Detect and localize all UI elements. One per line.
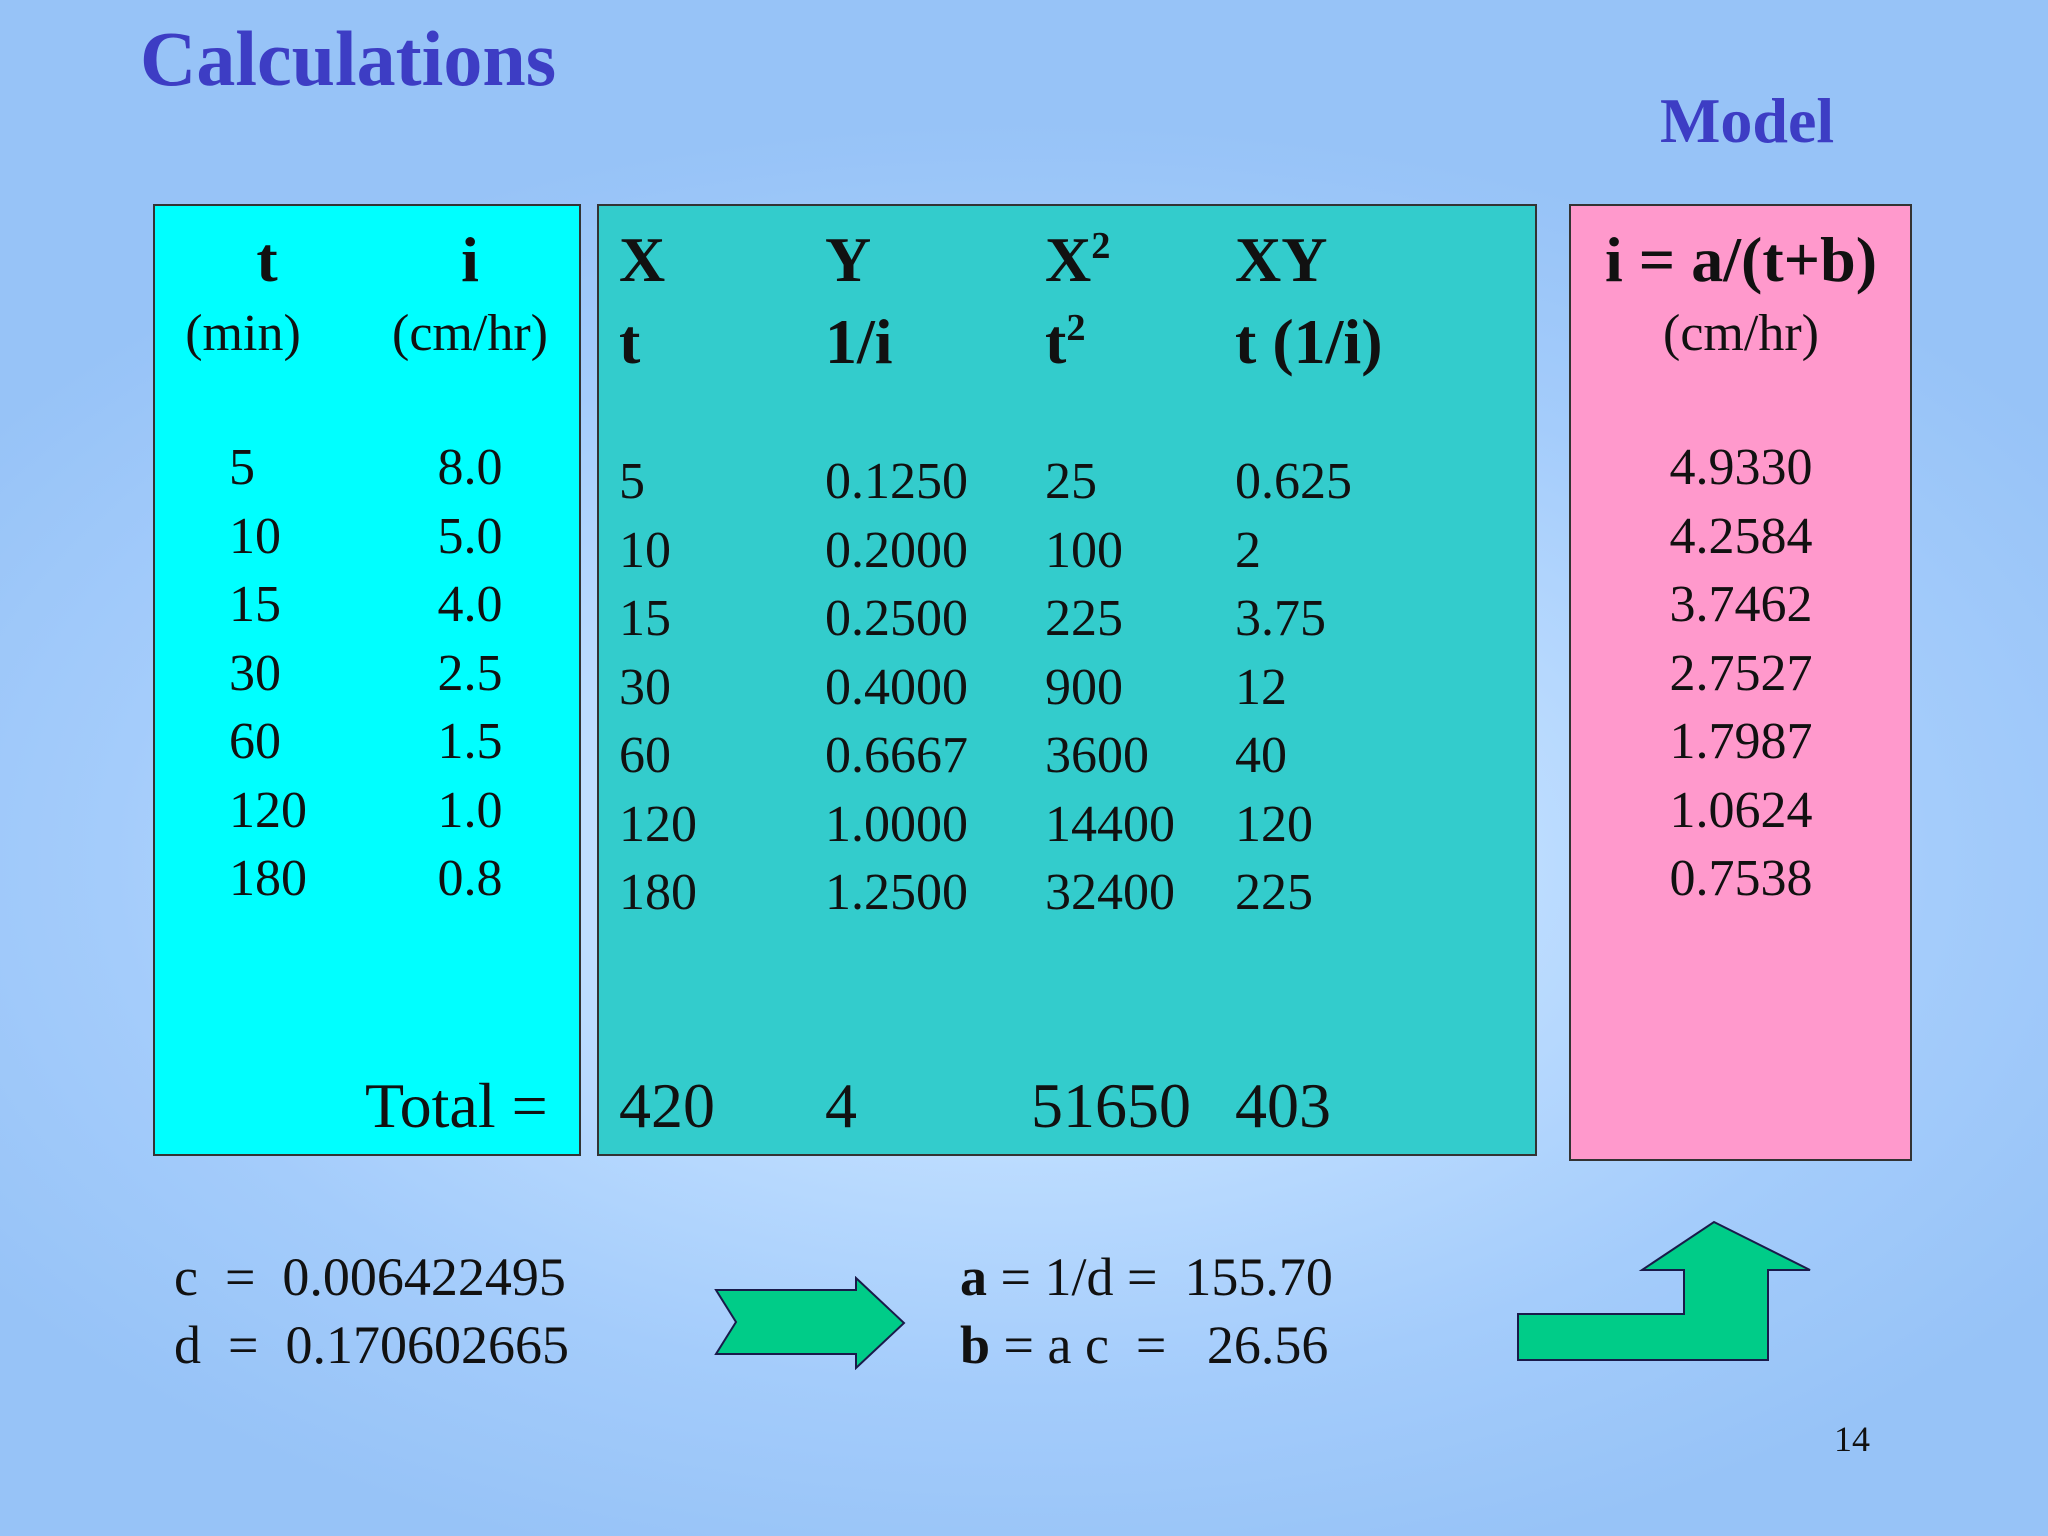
model-heading: Model <box>1660 85 1835 156</box>
model-value-cell: 4.9330 <box>1669 439 1813 496</box>
y-value-cell: 0.4000 <box>825 658 968 716</box>
model-value-cell: 2.7527 <box>1669 644 1813 702</box>
model-unit: (cm/hr) <box>1663 305 1819 362</box>
x-squared-value-cell: 32400 <box>1045 864 1175 921</box>
y-value-cell: 0.2000 <box>825 521 968 579</box>
i-value-cell: 4.0 <box>437 576 503 633</box>
header-x: X <box>619 224 666 295</box>
xy-value-cell: 225 <box>1235 864 1313 921</box>
i-value-cell: 0.8 <box>437 850 503 907</box>
header-x-squared: X2 <box>1045 224 1111 295</box>
xy-value-cell: 12 <box>1235 658 1287 716</box>
y-value-cell: 0.6667 <box>825 727 968 784</box>
page-number: 14 <box>1834 1419 1870 1459</box>
xy-value-cell: 3.75 <box>1235 590 1326 647</box>
model-formula: i = a/(t+b) <box>1604 224 1878 295</box>
xy-value-cell: 40 <box>1235 727 1287 784</box>
header-xy-t-inv-i: t (1/i) <box>1235 306 1383 377</box>
header-t-unit: (min) <box>185 305 301 362</box>
header-y: Y <box>825 224 872 295</box>
y-value-cell: 0.1250 <box>825 453 968 510</box>
header-x-t: t <box>619 306 641 377</box>
slide-title: Calculations <box>140 15 557 102</box>
model-value-cell: 0.7538 <box>1669 850 1813 907</box>
header-i-unit: (cm/hr) <box>392 305 548 362</box>
input-data-panel: t (min) i (cm/hr) 5 10 15 30 60 120 180 8.0 5.0… <box>153 204 581 1156</box>
result-a: a = 1/d = 155.70 <box>960 1247 1333 1307</box>
header-xy: XY <box>1235 224 1328 295</box>
x-squared-value-cell: 225 <box>1045 590 1123 647</box>
bent-up-arrow-icon <box>1517 1220 1811 1361</box>
header-i: i <box>461 224 479 295</box>
xy-value-cell: 2 <box>1235 521 1261 579</box>
t-value-cell: 60 <box>229 713 281 770</box>
result-b: b = a c = 26.56 <box>960 1315 1329 1375</box>
x-value-cell: 60 <box>619 727 671 784</box>
x-value-cell: 10 <box>619 521 671 579</box>
i-value-cell: 1.0 <box>437 781 503 839</box>
header-y-inv-i: 1/i <box>825 306 893 377</box>
i-value-cell: 2.5 <box>437 644 503 702</box>
x-value-cell: 180 <box>619 864 697 921</box>
right-arrow-icon <box>714 1276 906 1370</box>
total-xy: 403 <box>1235 1070 1331 1141</box>
model-value-cell: 4.2584 <box>1669 507 1813 565</box>
t-value-cell: 15 <box>229 576 281 633</box>
total-x-squared: 51650 <box>1031 1070 1191 1141</box>
t-value-cell: 30 <box>229 644 281 702</box>
i-value-cell: 5.0 <box>437 507 503 565</box>
i-value-cell: 8.0 <box>437 439 503 496</box>
total-y: 4 <box>825 1070 857 1141</box>
regression-panel: X t Y 1/i X2 t2 XY t (1/i) 5 10 15 30 60 120 1… <box>597 204 1537 1156</box>
header-t-squared: t2 <box>1045 306 1086 377</box>
x-squared-value-cell: 100 <box>1045 521 1123 579</box>
total-label: Total = <box>365 1070 548 1141</box>
model-value-cell: 1.0624 <box>1669 781 1813 839</box>
x-value-cell: 5 <box>619 453 645 510</box>
x-squared-value-cell: 25 <box>1045 453 1097 510</box>
x-squared-value-cell: 14400 <box>1045 795 1175 853</box>
x-squared-value-cell: 900 <box>1045 658 1123 716</box>
y-value-cell: 1.2500 <box>825 864 968 921</box>
t-value-cell: 5 <box>229 439 255 496</box>
x-value-cell: 120 <box>619 795 697 853</box>
xy-value-cell: 120 <box>1235 795 1313 853</box>
model-value-cell: 3.7462 <box>1669 576 1813 633</box>
x-squared-value-cell: 3600 <box>1045 727 1149 784</box>
xy-value-cell: 0.625 <box>1235 453 1352 510</box>
x-value-cell: 15 <box>619 590 671 647</box>
header-t: t <box>256 224 278 295</box>
i-value-cell: 1.5 <box>437 713 503 770</box>
coefficient-c: c = 0.006422495 <box>174 1247 566 1307</box>
total-x: 420 <box>619 1070 715 1141</box>
x-value-cell: 30 <box>619 658 671 716</box>
t-value-cell: 10 <box>229 507 281 565</box>
model-value-cell: 1.7987 <box>1669 713 1813 770</box>
y-value-cell: 1.0000 <box>825 795 968 853</box>
y-value-cell: 0.2500 <box>825 590 968 647</box>
t-value-cell: 180 <box>229 850 307 907</box>
t-value-cell: 120 <box>229 781 307 839</box>
model-panel: i = a/(t+b) (cm/hr) 4.9330 4.2584 3.7462 2.… <box>1569 204 1912 1161</box>
coefficient-d: d = 0.170602665 <box>174 1315 569 1375</box>
